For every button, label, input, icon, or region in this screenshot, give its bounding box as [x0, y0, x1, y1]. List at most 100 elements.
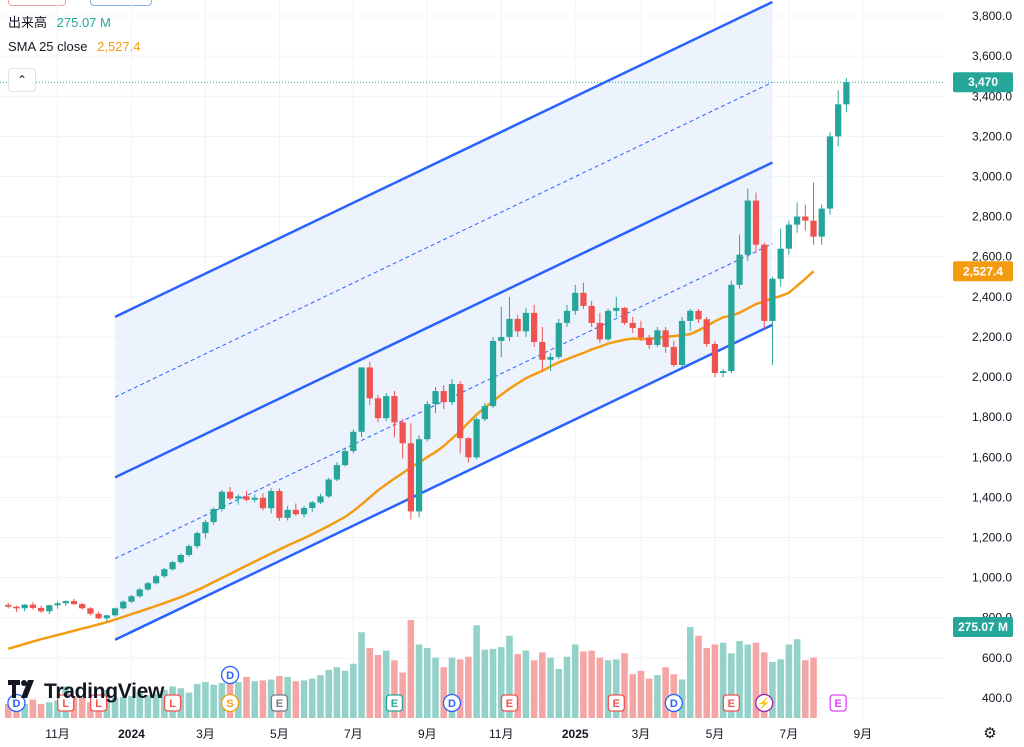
candle-body: [465, 438, 472, 458]
candle-body: [522, 312, 530, 332]
volume-bar: [202, 682, 209, 718]
event-label: ⚡: [757, 697, 771, 710]
last-price-badge-bg: [953, 72, 1013, 93]
candle-body: [563, 310, 571, 323]
x-tick-label: 11月: [489, 727, 513, 741]
event-label: E: [613, 698, 620, 710]
collapse-legend-button[interactable]: ⌃: [8, 68, 36, 92]
candle-body: [21, 604, 28, 609]
volume-bar: [210, 684, 217, 718]
event-marker: [755, 693, 774, 713]
candle-body: [457, 384, 464, 439]
volume-bar: [29, 699, 37, 718]
candle-body: [843, 82, 850, 105]
volume-bar: [358, 632, 365, 718]
candle-body: [588, 305, 595, 323]
time-axis: 11月 2024 3月 5月 7月 9月 11月 2025 3月 5月 7月 9月: [45, 727, 872, 741]
volume-bar: [21, 704, 28, 718]
y-tick-label: 600.0: [982, 651, 1012, 665]
candle-body: [317, 496, 324, 503]
candle-body: [580, 292, 587, 306]
candle-body: [473, 419, 480, 458]
candle-body: [185, 546, 193, 555]
x-tick-label: 9月: [418, 727, 437, 741]
top-tab-right[interactable]: [90, 0, 152, 6]
tradingview-logo[interactable]: TradingView: [8, 680, 164, 704]
volume-bar: [678, 679, 686, 718]
candle-body: [153, 576, 160, 584]
candle-body: [728, 284, 735, 372]
candle-body: [5, 604, 12, 607]
candle-body: [111, 608, 119, 616]
y-tick-label: 1,600.0: [972, 450, 1012, 464]
event-marker: [664, 693, 683, 713]
candle-body: [251, 497, 258, 500]
event-marker: [57, 694, 75, 712]
candle-body: [761, 244, 768, 321]
candle-body: [169, 562, 176, 570]
volume-bar: [300, 680, 308, 718]
volume-bar: [144, 695, 152, 718]
top-tab-left[interactable]: [8, 0, 66, 6]
volume-bar: [325, 669, 332, 718]
volume-bar: [391, 660, 398, 718]
event-label: E: [728, 698, 735, 710]
candlesticks: [5, 78, 850, 622]
candle-body: [128, 596, 135, 602]
candle-body: [539, 341, 546, 360]
y-tick-label: 3,800.0: [972, 9, 1012, 23]
volume-legend-label: 出来高: [8, 15, 48, 30]
volume-bar: [87, 702, 94, 718]
volume-bar: [382, 650, 390, 718]
candle-body: [835, 104, 842, 137]
candle-body: [268, 490, 275, 509]
volume-bar: [810, 657, 817, 718]
volume-bar: [333, 667, 341, 718]
volume-bar: [777, 659, 784, 718]
candle-body: [29, 604, 36, 608]
volume-bar: [662, 667, 669, 718]
candle-body: [284, 509, 291, 518]
candle-body: [810, 220, 817, 237]
candle-body: [79, 604, 86, 609]
y-tick-label: 2,600.0: [972, 250, 1012, 264]
volume-bar: [489, 648, 497, 718]
candle-body: [596, 322, 603, 340]
volume-bar: [497, 647, 505, 718]
volume-bar: [456, 659, 464, 718]
y-tick-label: 1,400.0: [972, 490, 1012, 504]
x-tick-label: 5月: [706, 727, 725, 741]
candle-body: [448, 384, 456, 403]
candle-body: [555, 322, 562, 357]
volume-bar: [588, 650, 595, 718]
volume-bar: [563, 656, 571, 718]
candle-body: [62, 601, 69, 604]
x-tick-label: 2024: [118, 727, 145, 741]
sma-badge-bg: [953, 261, 1013, 282]
event-label: L: [95, 698, 102, 710]
event-label: L: [169, 698, 176, 710]
event-label: D: [12, 698, 20, 710]
volume-bar: [341, 670, 349, 718]
candle-body: [769, 278, 776, 321]
settings-gear-icon[interactable]: ⚙: [983, 725, 997, 742]
event-marker: [829, 694, 847, 712]
y-tick-label: 1,800.0: [972, 410, 1012, 424]
volume-bar: [703, 648, 710, 718]
event-label: E: [391, 698, 398, 710]
x-tick-label: 3月: [632, 727, 651, 741]
candle-body: [752, 200, 760, 245]
volume-bar: [580, 651, 587, 718]
candle-body: [383, 396, 390, 419]
volume-bar: [185, 692, 193, 718]
candle-body: [259, 497, 267, 509]
volume-bar: [407, 620, 415, 718]
volume-bar: [374, 655, 382, 718]
volume-bar: [744, 644, 752, 718]
volume-bar: [128, 696, 135, 718]
candle-body: [46, 605, 53, 612]
candle-body: [687, 310, 694, 321]
volume-bar: [415, 644, 423, 718]
candle-body: [489, 340, 497, 407]
